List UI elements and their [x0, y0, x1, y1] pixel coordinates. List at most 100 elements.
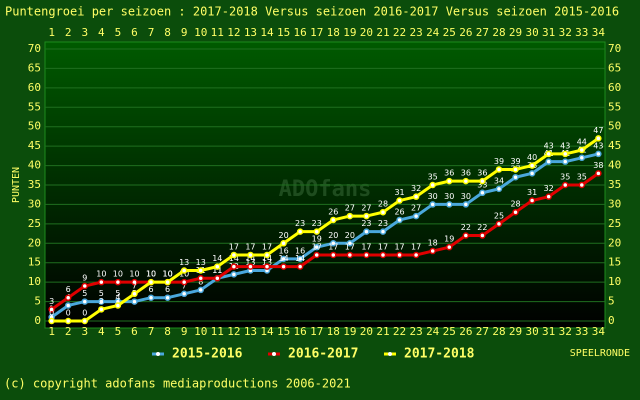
point — [114, 302, 122, 309]
point — [479, 177, 486, 185]
y-tick-label: 55 — [28, 100, 41, 113]
data-label: 17 — [345, 242, 355, 251]
data-label: 35 — [577, 173, 587, 182]
data-label: 47 — [593, 126, 603, 135]
point — [512, 208, 519, 216]
x-tick-label-top: 11 — [211, 26, 224, 39]
data-label: 7 — [132, 281, 137, 290]
x-tick-label: 14 — [260, 325, 274, 338]
x-axis-label: SPEELRONDE — [570, 348, 630, 359]
point — [561, 181, 569, 189]
x-tick-label: 21 — [376, 325, 389, 338]
point — [346, 240, 354, 247]
x-tick-label: 33 — [575, 325, 588, 338]
data-label: 16 — [295, 246, 305, 255]
point — [379, 208, 387, 216]
x-tick-label-top: 22 — [393, 26, 406, 39]
point — [412, 193, 420, 200]
data-label: 36 — [461, 169, 471, 178]
y-tick-label: 0 — [34, 314, 41, 327]
point — [131, 278, 138, 286]
point — [247, 263, 254, 270]
y-tick-label-right: 15 — [608, 256, 621, 269]
data-label: 38 — [593, 161, 603, 170]
data-label: 17 — [262, 242, 272, 251]
point — [330, 251, 337, 259]
point — [396, 216, 403, 224]
x-tick-label-top: 25 — [443, 26, 456, 39]
x-tick-label: 27 — [476, 325, 489, 338]
point — [462, 232, 470, 239]
x-tick-label: 29 — [509, 325, 522, 338]
data-label: 22 — [461, 223, 471, 232]
point — [545, 150, 552, 158]
data-label: 10 — [129, 270, 139, 279]
x-tick-label: 24 — [426, 325, 440, 338]
point — [379, 251, 387, 259]
point — [330, 216, 337, 224]
data-label: 17 — [245, 242, 255, 251]
data-label: 10 — [113, 270, 123, 279]
point — [131, 298, 138, 305]
point — [98, 278, 105, 286]
point — [64, 317, 72, 325]
point — [495, 185, 503, 193]
y-tick-label-right: 20 — [608, 236, 621, 249]
point — [313, 251, 320, 259]
data-label: 5 — [115, 289, 120, 298]
point — [379, 228, 387, 235]
data-label: 17 — [394, 242, 404, 251]
point — [396, 197, 403, 204]
point — [197, 267, 204, 274]
data-label: 19 — [444, 235, 454, 244]
x-tick-label: 11 — [211, 325, 224, 338]
point — [330, 240, 337, 247]
data-label: 34 — [494, 176, 504, 185]
x-tick-label: 8 — [164, 325, 171, 338]
data-label: 10 — [146, 270, 156, 279]
point — [164, 294, 171, 301]
x-tick-label: 12 — [227, 325, 240, 338]
data-label: 27 — [361, 204, 371, 213]
data-label: 17 — [229, 242, 239, 251]
data-label: 36 — [444, 169, 454, 178]
x-tick-label-top: 23 — [409, 26, 422, 39]
chart-title: Puntengroei per seizoen : 2017-2018 Vers… — [5, 5, 619, 19]
data-label: 3 — [49, 297, 54, 306]
data-label: 10 — [96, 270, 106, 279]
point — [147, 294, 155, 301]
data-label: 30 — [444, 192, 454, 201]
point — [595, 170, 602, 177]
y-tick-label: 35 — [28, 178, 41, 191]
legend-marker — [272, 352, 276, 356]
point — [81, 298, 89, 305]
point — [64, 294, 72, 301]
x-tick-label-top: 26 — [459, 26, 472, 39]
x-tick-label: 28 — [492, 325, 505, 338]
point — [512, 173, 519, 181]
point — [429, 181, 436, 189]
data-label: 14 — [295, 254, 305, 263]
y-tick-label-right: 50 — [608, 120, 621, 133]
x-tick-label: 32 — [559, 325, 572, 338]
point — [147, 278, 155, 286]
point — [429, 201, 436, 208]
x-tick-label-top: 29 — [509, 26, 522, 39]
x-tick-label: 3 — [81, 325, 88, 338]
data-label: 28 — [510, 200, 520, 209]
data-label: 43 — [593, 141, 603, 150]
data-label: 33 — [477, 180, 487, 189]
point — [230, 271, 238, 278]
point — [429, 247, 436, 255]
data-label: 28 — [378, 200, 388, 209]
point — [230, 251, 238, 259]
point — [412, 251, 420, 259]
point — [479, 232, 486, 239]
data-label: 16 — [278, 246, 288, 255]
y-tick-label: 65 — [28, 61, 41, 74]
point — [346, 212, 354, 220]
y-tick-label: 30 — [28, 197, 41, 210]
point — [247, 251, 254, 259]
x-tick-label-top: 28 — [492, 26, 505, 39]
point — [214, 263, 221, 270]
